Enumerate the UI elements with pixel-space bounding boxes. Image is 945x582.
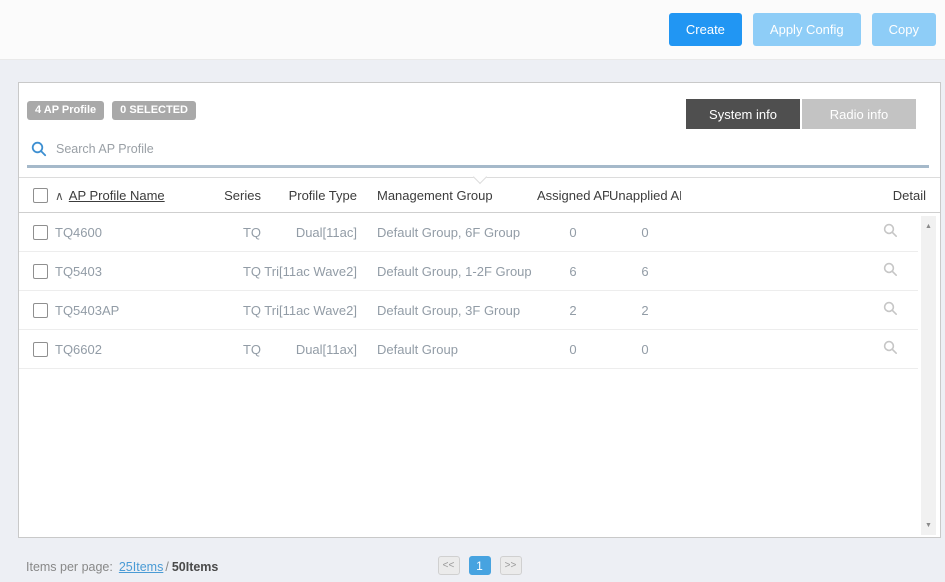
page-body: 4 AP Profile 0 SELECTED System info Radi… (0, 60, 945, 582)
assigned-aps-value: 6 (569, 263, 577, 279)
table-row[interactable]: TQ5403AP TQ Tri[11ac Wave2] Default Grou… (19, 291, 918, 330)
profile-type-value: Tri[11ac Wave2] (264, 302, 357, 318)
ap-profile-name: TQ4600 (55, 224, 102, 240)
apply-config-button[interactable]: Apply Config (752, 13, 861, 46)
create-button[interactable]: Create (668, 13, 742, 46)
column-profile-type[interactable]: Profile Type (288, 187, 357, 203)
detail-magnifier-icon[interactable] (883, 301, 898, 316)
search-input[interactable] (56, 142, 929, 156)
badges: 4 AP Profile 0 SELECTED (27, 99, 196, 120)
unapplied-aps-value: 2 (641, 302, 649, 318)
tab-radio-info[interactable]: Radio info (802, 99, 916, 129)
table-header: ∧ AP Profile Name Series Profile Type Man… (19, 178, 940, 213)
ap-profile-name: TQ5403 (55, 263, 102, 279)
search-icon (31, 141, 47, 157)
table-footer: Items per page: 25Items/50Items << 1 >> (18, 556, 941, 582)
profile-type-value: Dual[11ac] (295, 224, 357, 240)
management-group-value: Default Group, 6F Group (377, 224, 521, 240)
series-value: TQ (242, 302, 261, 318)
info-tabs: System info Radio info (686, 99, 916, 129)
copy-button[interactable]: Copy (871, 13, 936, 46)
current-page-button[interactable]: 1 (468, 556, 491, 575)
column-management-group[interactable]: Management Group (377, 187, 493, 203)
ap-profile-count-badge: 4 AP Profile (27, 101, 105, 120)
table-scrollbar[interactable]: ▲ ▼ (921, 216, 936, 535)
table-row[interactable]: TQ4600 TQ Dual[11ac] Default Group, 6F G… (19, 213, 918, 252)
ap-profile-name: TQ5403AP (55, 302, 120, 318)
row-checkbox[interactable] (33, 342, 48, 358)
ap-profile-table: ∧ AP Profile Name Series Profile Type Man… (19, 169, 940, 537)
ap-profile-panel: 4 AP Profile 0 SELECTED System info Radi… (18, 82, 941, 538)
series-value: TQ (242, 263, 261, 279)
column-unapplied-aps[interactable]: Unapplied APs (609, 187, 681, 203)
management-group-value: Default Group, 3F Group (377, 302, 521, 318)
unapplied-aps-value: 6 (641, 263, 649, 279)
panel-header: 4 AP Profile 0 SELECTED System info Radi… (27, 99, 916, 129)
select-all-checkbox[interactable] (33, 188, 48, 204)
search-bar (27, 137, 929, 168)
page-size-link[interactable]: 25Items (118, 560, 164, 574)
scroll-down-icon[interactable]: ▼ (925, 521, 932, 529)
detail-magnifier-icon[interactable] (883, 223, 898, 238)
selected-count-badge: 0 SELECTED (112, 101, 196, 120)
management-group-value: Default Group, 1-2F Group (377, 263, 532, 279)
total-items-label: 50Items (171, 560, 219, 574)
table-body: TQ4600 TQ Dual[11ac] Default Group, 6F G… (19, 213, 940, 369)
items-per-page-label: Items per page: (26, 560, 113, 574)
scroll-up-icon[interactable]: ▲ (925, 222, 932, 230)
management-group-value: Default Group (377, 341, 458, 357)
column-ap-profile-name[interactable]: AP Profile Name (68, 187, 165, 203)
series-value: TQ (242, 341, 261, 357)
page-size-separator: / (165, 560, 169, 574)
row-checkbox[interactable] (33, 264, 48, 280)
ap-profile-name: TQ6602 (55, 341, 102, 357)
column-assigned-aps[interactable]: Assigned APs (537, 187, 609, 203)
series-value: TQ (242, 224, 261, 240)
unapplied-aps-value: 0 (641, 224, 649, 240)
detail-magnifier-icon[interactable] (883, 340, 898, 355)
column-detail: Detail (892, 187, 926, 203)
row-checkbox[interactable] (33, 303, 48, 319)
row-checkbox[interactable] (33, 225, 48, 241)
detail-magnifier-icon[interactable] (883, 262, 898, 277)
next-page-button[interactable]: >> (499, 556, 522, 575)
assigned-aps-value: 2 (569, 302, 577, 318)
pagination: << 1 >> (437, 556, 522, 575)
profile-type-value: Dual[11ax] (295, 341, 357, 357)
table-row[interactable]: TQ6602 TQ Dual[11ax] Default Group 0 0 (19, 330, 918, 369)
column-series[interactable]: Series (224, 187, 261, 203)
unapplied-aps-value: 0 (641, 341, 649, 357)
profile-type-value: Tri[11ac Wave2] (264, 263, 357, 279)
toolbar: Create Apply Config Copy (0, 0, 945, 60)
assigned-aps-value: 0 (569, 341, 577, 357)
items-per-page: Items per page: 25Items/50Items (26, 560, 218, 574)
table-row[interactable]: TQ5403 TQ Tri[11ac Wave2] Default Group,… (19, 252, 918, 291)
sort-asc-icon[interactable]: ∧ (55, 188, 64, 203)
prev-page-button[interactable]: << (437, 556, 460, 575)
tab-system-info[interactable]: System info (686, 99, 800, 129)
assigned-aps-value: 0 (569, 224, 577, 240)
